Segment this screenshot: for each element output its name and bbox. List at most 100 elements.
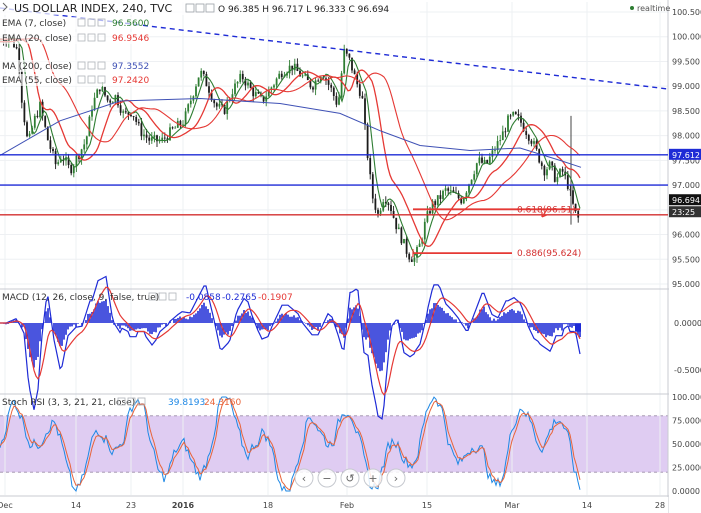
close-icon[interactable] <box>97 33 106 42</box>
close-icon[interactable] <box>97 18 106 27</box>
macd-bar <box>283 315 285 323</box>
macd-bar <box>317 323 319 331</box>
candle-body <box>226 100 229 114</box>
close-icon[interactable] <box>168 292 177 301</box>
macd-bar <box>541 323 543 334</box>
indicator-value: 96.5600 <box>112 19 149 29</box>
candle-body <box>400 227 403 244</box>
candle-body <box>468 184 470 193</box>
reset-icon[interactable] <box>340 468 360 488</box>
macd-bar <box>537 323 539 334</box>
macd-bar <box>249 315 251 323</box>
settings-icon[interactable] <box>185 3 195 13</box>
candle-body <box>462 198 465 204</box>
macd-bar <box>477 315 479 323</box>
settings-icon[interactable] <box>77 33 86 42</box>
candle-body <box>236 81 239 84</box>
candle-body <box>39 101 41 117</box>
macd-bar <box>385 323 387 353</box>
candle-body <box>478 157 481 164</box>
eye-icon[interactable] <box>87 61 96 70</box>
eye-icon[interactable] <box>87 18 96 27</box>
macd-bar <box>529 323 531 328</box>
arrow-down-icon <box>541 207 549 218</box>
candle-body <box>46 126 49 141</box>
candle-body <box>522 122 525 132</box>
macd-bar <box>501 315 503 323</box>
close-icon[interactable] <box>205 3 215 13</box>
indicator-label: EMA (7, close) <box>2 19 66 29</box>
candle-body <box>111 102 114 103</box>
eye-icon[interactable] <box>87 33 96 42</box>
candle-body <box>488 156 491 164</box>
candle-body <box>171 127 174 129</box>
candle-body <box>319 77 322 82</box>
candle-body <box>423 221 426 240</box>
macd-bar <box>137 323 139 329</box>
macd-bar <box>269 323 271 327</box>
candle-body <box>335 95 338 105</box>
chevron-right-icon[interactable] <box>386 468 406 488</box>
macd-bar <box>555 323 557 329</box>
eye-icon[interactable] <box>195 3 205 13</box>
macd-bar <box>21 323 23 328</box>
price-tick-label: 95.000 <box>672 280 700 289</box>
eye-icon[interactable] <box>87 75 96 84</box>
macd-bar <box>119 323 121 329</box>
candle-body <box>75 155 78 167</box>
candle-body <box>278 73 281 79</box>
zoom-out-icon[interactable] <box>317 468 337 488</box>
eye-icon[interactable] <box>127 397 136 406</box>
candle-body <box>548 161 551 170</box>
macd-bar <box>131 323 133 331</box>
settings-icon[interactable] <box>77 61 86 70</box>
ma-200-line <box>0 97 582 168</box>
candle-body <box>18 48 21 72</box>
macd-bar <box>379 323 381 372</box>
candle-body <box>184 111 187 125</box>
close-icon[interactable] <box>97 61 106 70</box>
stoch-tick-label: 0.0000 <box>672 487 700 496</box>
macd-bar <box>183 317 185 323</box>
candle-body <box>33 115 36 128</box>
candle-body <box>491 150 494 157</box>
macd-bar <box>513 310 515 323</box>
settings-icon[interactable] <box>117 397 126 406</box>
macd-bar <box>567 323 569 325</box>
macd-bar <box>93 309 95 323</box>
close-icon[interactable] <box>97 75 106 84</box>
macd-bar <box>217 323 219 331</box>
macd-bar <box>189 316 191 323</box>
chevron-left-icon[interactable] <box>294 468 314 488</box>
macd-bar <box>195 313 197 323</box>
candle-body <box>496 141 499 151</box>
zoom-out-icon-glyph: − <box>322 472 331 485</box>
macd-bar <box>479 309 481 323</box>
macd-bar <box>143 323 145 329</box>
eye-icon[interactable] <box>158 292 167 301</box>
macd-bar <box>99 302 101 323</box>
candle-body <box>83 144 86 150</box>
macd-bar <box>489 317 491 323</box>
candle-body <box>569 188 572 191</box>
time-axis-bg <box>0 497 668 513</box>
settings-icon[interactable] <box>77 75 86 84</box>
candle-body <box>442 190 444 199</box>
fib-0886-label: 0.886(95.624) <box>517 249 581 259</box>
candle-body <box>543 165 546 176</box>
close-icon[interactable] <box>137 397 146 406</box>
settings-icon[interactable] <box>77 18 86 27</box>
zoom-in-icon[interactable] <box>363 468 383 488</box>
candle-body <box>137 121 140 124</box>
macd-bar <box>507 311 509 323</box>
settings-icon[interactable] <box>148 292 157 301</box>
macd-bar <box>133 323 135 331</box>
macd-bar <box>441 307 443 323</box>
macd-bar <box>427 313 429 323</box>
candle-body <box>390 204 392 211</box>
macd-bar <box>413 323 415 338</box>
candle-body <box>306 74 309 81</box>
chevron-right-icon[interactable] <box>2 2 8 12</box>
chevron-right-icon-glyph: › <box>394 472 398 485</box>
candle-body <box>410 259 413 262</box>
